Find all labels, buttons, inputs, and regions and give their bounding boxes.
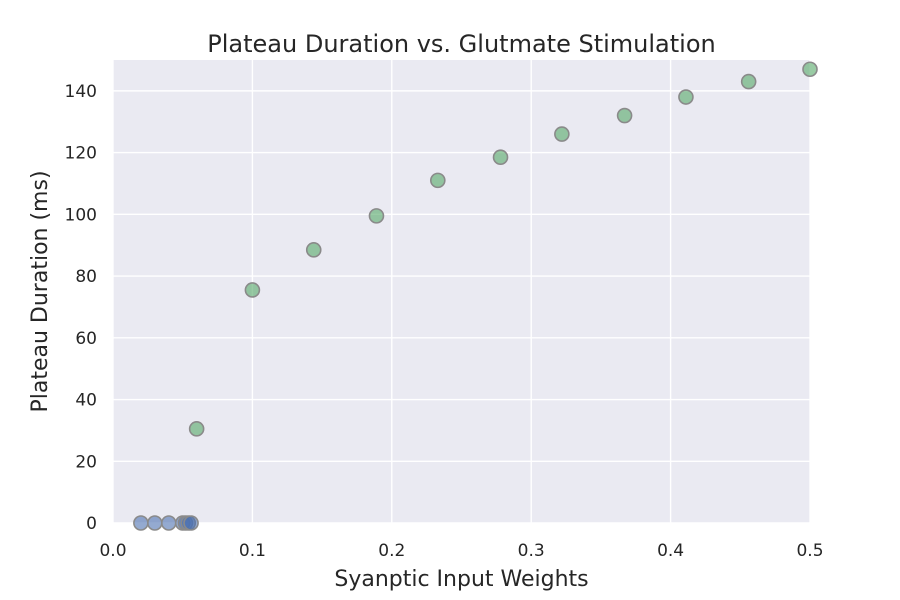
y-tick-label: 0 <box>86 514 97 534</box>
scatter-point <box>678 89 694 105</box>
scatter-point <box>492 149 509 166</box>
scatter-point <box>368 208 385 224</box>
chart-title: Plateau Duration vs. Glutmate Stimulatio… <box>207 30 715 58</box>
x-tick-label: 0.4 <box>657 541 684 561</box>
y-tick-label: 140 <box>65 82 97 102</box>
scatter-point <box>133 515 149 531</box>
scatter-point <box>430 172 446 189</box>
y-tick-label: 100 <box>65 205 97 225</box>
x-tick-label: 0.1 <box>239 541 266 561</box>
x-tick-label: 0.0 <box>99 541 126 561</box>
scatter-point <box>616 107 633 124</box>
tick-labels: 0.0 0.1 0.2 0.3 0.4 0.5 0 20 40 60 80 100 120 140 <box>65 82 824 561</box>
scatter-point <box>160 515 177 531</box>
scatter-point <box>183 515 199 531</box>
y-tick-label: 60 <box>75 329 97 349</box>
y-tick-label: 80 <box>75 267 97 287</box>
scatter-point <box>802 61 818 78</box>
scatter-point <box>305 242 322 258</box>
scatter-point <box>554 126 570 142</box>
y-tick-label: 20 <box>75 452 97 472</box>
scatter-point <box>147 515 163 531</box>
grid-lines <box>112 60 811 524</box>
y-axis-label: Plateau Duration (ms) <box>28 170 53 412</box>
x-tick-label: 0.3 <box>518 541 545 561</box>
scatter-points <box>133 61 818 531</box>
scatter-point <box>244 282 261 298</box>
x-tick-label: 0.2 <box>378 541 405 561</box>
plot-area-background <box>113 60 810 523</box>
x-axis-label: Syanptic Input Weights <box>334 567 588 592</box>
scatter-point <box>188 421 205 437</box>
x-tick-label: 0.5 <box>796 541 823 561</box>
y-tick-label: 40 <box>75 391 97 411</box>
y-tick-label: 120 <box>65 144 97 164</box>
scatter-point <box>740 73 757 90</box>
